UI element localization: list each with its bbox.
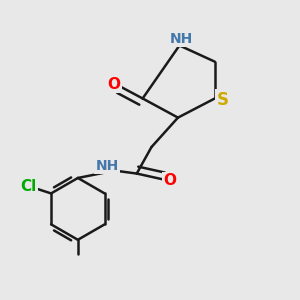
Text: NH: NH [96, 159, 119, 173]
Text: O: O [163, 173, 176, 188]
Text: Cl: Cl [20, 179, 37, 194]
Text: NH: NH [169, 32, 193, 46]
Text: O: O [108, 77, 121, 92]
Text: Cl: Cl [20, 179, 37, 194]
Text: S: S [217, 91, 229, 109]
Text: S: S [217, 91, 229, 109]
Text: NH: NH [96, 159, 119, 173]
Text: O: O [163, 173, 176, 188]
Text: O: O [108, 77, 121, 92]
Text: NH: NH [169, 32, 193, 46]
